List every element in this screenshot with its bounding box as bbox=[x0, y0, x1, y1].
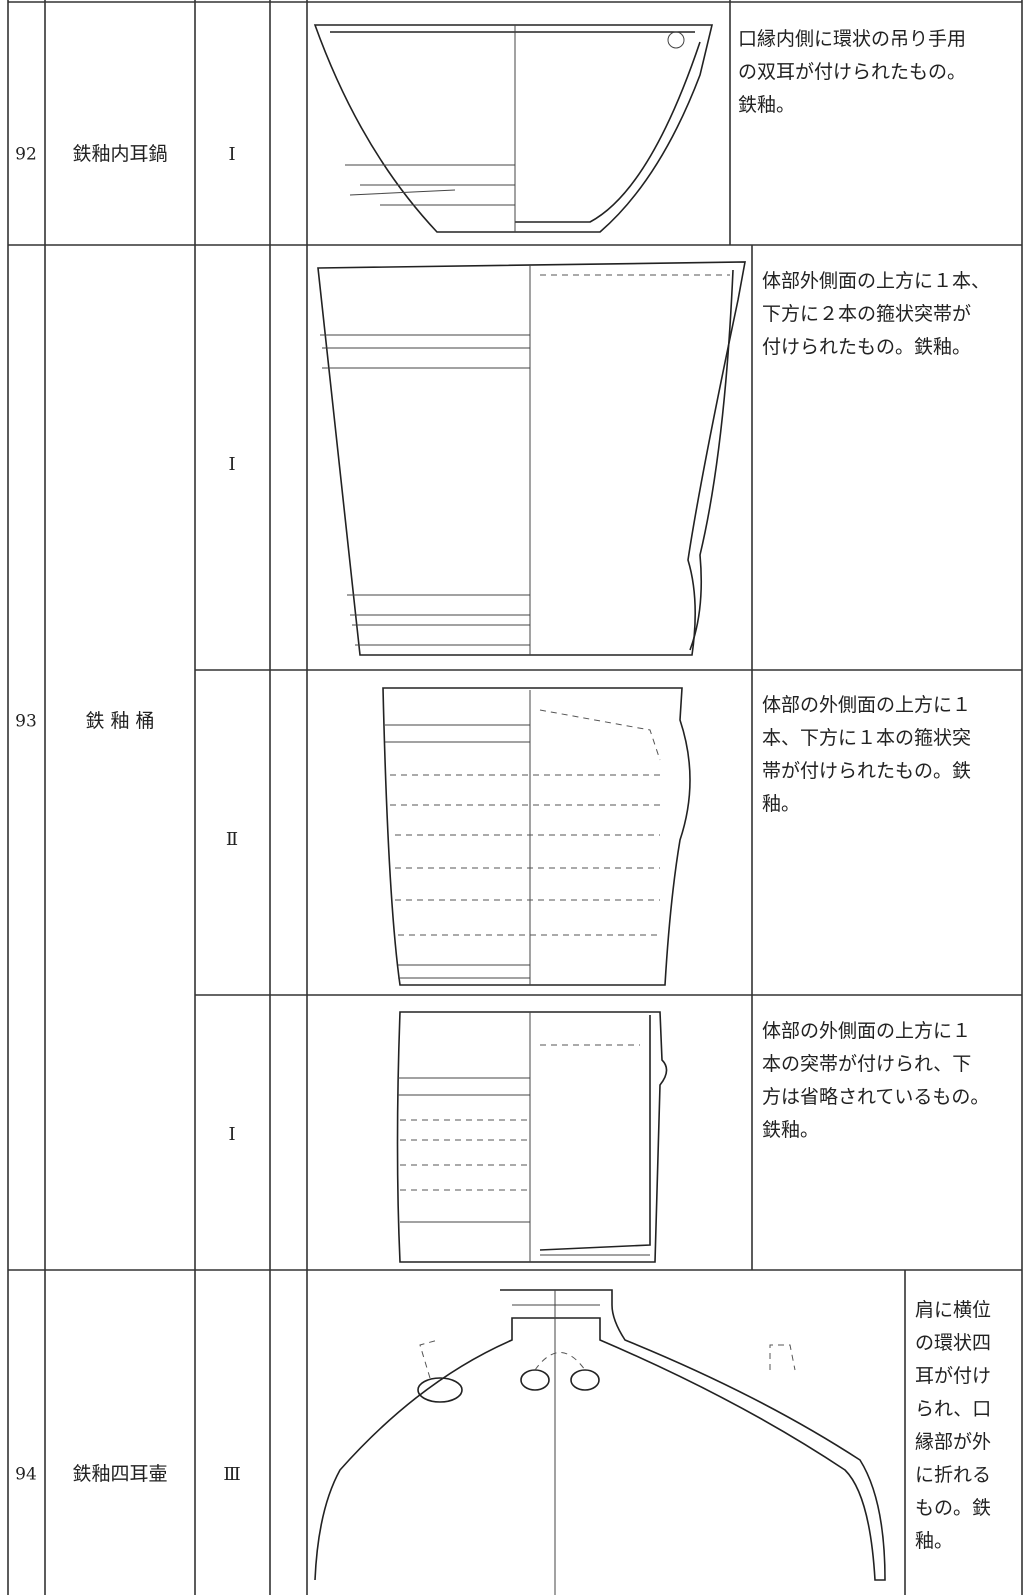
description-line: 本の突帯が付けられ、下 bbox=[762, 1053, 971, 1075]
description-line: 付けられたもの。鉄釉。 bbox=[762, 336, 971, 358]
description-line: 肩に横位 bbox=[915, 1299, 991, 1321]
item-number: 94 bbox=[15, 1465, 37, 1485]
description-line: 体部の外側面の上方に１ bbox=[762, 694, 971, 716]
drawing-92 bbox=[313, 24, 714, 233]
description-line: 鉄釉。 bbox=[738, 94, 795, 116]
description-line: の環状四 bbox=[915, 1332, 991, 1354]
item-type: Ⅲ bbox=[223, 1464, 240, 1485]
drawing-94 bbox=[314, 1289, 886, 1595]
item-number: 93 bbox=[15, 712, 37, 732]
drawing-93-2 bbox=[382, 687, 691, 986]
item-name: 鉄釉四耳壷 bbox=[72, 1463, 167, 1485]
description-line: の双耳が付けられたもの。 bbox=[738, 61, 966, 83]
description-line: 本、下方に１本の箍状突 bbox=[762, 727, 971, 749]
item-type: Ⅰ bbox=[228, 454, 235, 475]
drawing-93-3 bbox=[396, 1011, 668, 1263]
description-line: に折れる bbox=[915, 1464, 991, 1486]
description-line: 方は省略されているもの。 bbox=[762, 1086, 989, 1108]
description-line: 釉。 bbox=[762, 793, 800, 815]
item-type: Ⅰ bbox=[228, 144, 235, 165]
description-line: 帯が付けられたもの。鉄 bbox=[762, 760, 971, 782]
item-number: 92 bbox=[15, 145, 37, 165]
description-line: 体部の外側面の上方に１ bbox=[762, 1020, 971, 1042]
item-name: 鉄釉内耳鍋 bbox=[72, 143, 167, 165]
description-line: 体部外側面の上方に１本、 bbox=[762, 270, 990, 292]
description-line: 口縁内側に環状の吊り手用 bbox=[738, 28, 966, 50]
item-type: Ⅰ bbox=[228, 1124, 235, 1145]
item-name: 鉄 釉 桶 bbox=[85, 710, 154, 732]
description-line: られ、口 bbox=[915, 1398, 991, 1420]
description-line: 下方に２本の箍状突帯が bbox=[762, 303, 971, 325]
item-type: Ⅱ bbox=[226, 829, 238, 850]
description-line: 釉。 bbox=[915, 1530, 953, 1552]
description-line: 縁部が外 bbox=[915, 1431, 991, 1453]
description-line: 鉄釉。 bbox=[762, 1119, 819, 1141]
description-line: もの。鉄 bbox=[915, 1497, 991, 1519]
drawing-93-1 bbox=[317, 261, 746, 656]
description-line: 耳が付け bbox=[915, 1365, 991, 1387]
